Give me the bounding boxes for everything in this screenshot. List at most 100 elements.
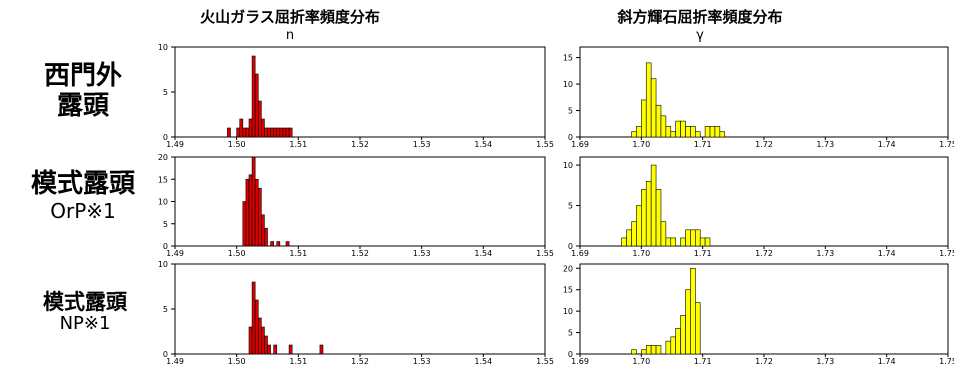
panel-2-opx-bar — [680, 237, 686, 247]
panel-3-glass-xtick-label: 1.55 — [536, 357, 554, 366]
column-title-glass: 火山ガラス屈折率頻度分布 — [200, 8, 380, 26]
panel-2-opx-bar — [626, 229, 632, 247]
panel-3-opx-xtick-label: 1.70 — [632, 357, 650, 366]
panel-2-glass-bar — [251, 156, 256, 247]
panel-1-opx-bar — [660, 115, 667, 138]
panel-1-glass-bar — [270, 127, 274, 138]
panel-2-opx-bar — [660, 221, 667, 247]
panel-2-opx-bar — [665, 237, 672, 247]
panel-3-glass-xtick-label: 1.50 — [228, 357, 246, 366]
row-label-2-line2: OrP※1 — [50, 198, 116, 223]
panel-3-glass-ytick-label: 0 — [163, 350, 168, 359]
panel-1-glass-bar — [239, 118, 244, 138]
panel-1-opx-bar — [709, 126, 716, 138]
panel-1-opx-xtick-label: 1.75 — [939, 140, 954, 149]
panel-3-opx-bar — [690, 267, 696, 355]
panel-3-glass-bar — [319, 344, 324, 355]
panel-1-glass-ytick-label: 5 — [163, 88, 168, 97]
panel-1-opx-bar — [636, 126, 642, 138]
panel-2-glass-bar — [276, 241, 281, 247]
panel-1-opx-bar — [695, 131, 701, 138]
panel-2-opx-xtick-label: 1.70 — [632, 249, 650, 258]
panel-3-glass-bar — [248, 326, 253, 355]
panel-2-glass-ytick-label: 15 — [158, 175, 168, 184]
panel-1-opx-bar — [680, 120, 686, 138]
panel-3-glass-ytick-label: 5 — [163, 305, 168, 314]
panel-1-opx-ytick-label: 15 — [563, 54, 573, 63]
panel-1-opx-xtick-label: 1.72 — [755, 140, 773, 149]
panel-1-glass-bar — [254, 73, 259, 138]
panel-1-opx-bar — [670, 131, 676, 138]
panel-3-glass-bar — [254, 299, 259, 355]
row-label-2: 模式露頭 OrP※1 — [8, 169, 158, 223]
panel-2-glass-xtick-label: 1.53 — [413, 249, 431, 258]
panel-2-opx-bar — [690, 229, 696, 247]
panel-1-opx-bar — [704, 126, 711, 138]
panel-1-opx-xtick-label: 1.73 — [816, 140, 834, 149]
row-label-1-line1: 西門外 — [43, 61, 122, 91]
panel-1-glass-bar — [267, 127, 271, 138]
panel-3-opx-ytick-label: 10 — [563, 307, 573, 316]
panel-1-glass-bar — [236, 127, 241, 138]
panel-2-opx-bar — [636, 205, 642, 247]
panel-2-glass-ytick-label: 5 — [163, 220, 168, 229]
panel-1-glass-bar — [282, 127, 287, 138]
panel-3-glass-frame — [174, 263, 546, 355]
panel-1-glass-ytick-label: 10 — [158, 43, 168, 52]
panel-2-opx-bar — [621, 237, 627, 247]
panel-1-glass-xtick-label: 1.52 — [351, 140, 369, 149]
panel-2-opx-bar — [685, 229, 691, 247]
panel-1-opx-bar — [641, 99, 647, 138]
panel-1-glass-bar — [245, 127, 250, 138]
panel-1-opx-xtick-label: 1.69 — [571, 140, 589, 149]
panel-1-glass-bar — [248, 118, 253, 138]
panel-3-glass-bar — [264, 335, 268, 355]
panel-2-opx-bar — [670, 237, 676, 247]
panel-1-glass-xtick-label: 1.49 — [166, 140, 184, 149]
row-label-3-line1: 模式露頭 — [43, 290, 127, 314]
panel-2-glass-bar — [254, 178, 259, 247]
panel-3-glass-bar — [261, 326, 265, 355]
panel-2-glass-xtick-label: 1.49 — [166, 249, 184, 258]
column-symbol-glass: n — [285, 28, 295, 43]
panel-1-glass-ytick-label: 0 — [163, 133, 168, 142]
panel-2-glass-xtick-label: 1.52 — [351, 249, 369, 258]
panel-3-opx-xtick-label: 1.69 — [571, 357, 589, 366]
panel-3-opx-bar — [680, 315, 686, 355]
panel-1-glass-bar — [285, 127, 290, 138]
panel-3-opx-bar — [665, 340, 672, 355]
panel-1-glass-bar — [264, 127, 268, 138]
panel-2-opx-bar — [699, 237, 706, 247]
panel-2-opx-ytick-label: 10 — [563, 161, 573, 170]
panel-1-glass-xtick-label: 1.51 — [289, 140, 307, 149]
panel-3-opx-xtick-label: 1.73 — [816, 357, 834, 366]
panel-1-glass-bar — [279, 127, 284, 138]
panel-2-glass-ytick-label: 10 — [158, 198, 168, 207]
panel-1-opx-bar — [650, 78, 657, 138]
panel-3-opx-ytick-label: 0 — [568, 350, 573, 359]
row-label-3: 模式露頭 NP※1 — [15, 290, 155, 335]
column-symbol-opx: γ — [696, 28, 704, 43]
panel-3-glass-xtick-label: 1.53 — [413, 357, 431, 366]
panel-1-opx-ytick-label: 0 — [568, 133, 573, 142]
panel-1-glass-bar — [227, 127, 231, 138]
panel-3-opx-ytick-label: 20 — [563, 264, 573, 273]
panel-1-opx-bar — [675, 120, 681, 138]
panel-1-opx-bar — [719, 131, 726, 138]
panel-1-glass-xtick-label: 1.53 — [413, 140, 431, 149]
panel-3-opx-bar — [645, 345, 652, 355]
panel-2-opx-ytick-label: 5 — [568, 202, 573, 211]
panel-3-glass-bar — [288, 344, 293, 355]
panel-1-glass-bar — [261, 118, 265, 138]
panel-3-opx-bar — [675, 327, 681, 355]
panel-3-opx-bar — [631, 349, 637, 355]
panel-3-opx-ytick-label: 15 — [563, 286, 573, 295]
panel-1-opx-ytick-label: 5 — [568, 107, 573, 116]
panel-1-opx-bar — [645, 62, 652, 138]
panel-2-opx-xtick-label: 1.71 — [694, 249, 712, 258]
panel-3-opx-xtick-label: 1.72 — [755, 357, 773, 366]
panel-1-glass-bar — [251, 55, 256, 138]
panel-3-glass-bar — [273, 344, 278, 355]
panel-1-opx-bar — [690, 126, 696, 138]
